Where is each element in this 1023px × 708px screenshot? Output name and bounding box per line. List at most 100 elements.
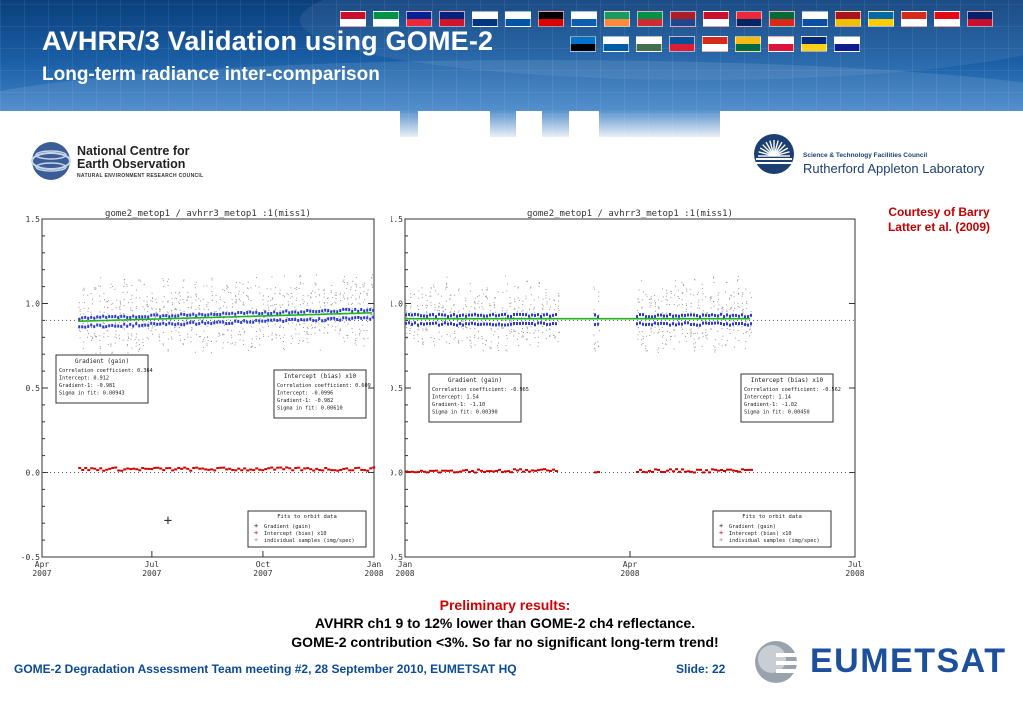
sample-point	[107, 344, 109, 346]
bias-point	[306, 467, 310, 470]
gain-point	[513, 321, 515, 325]
sample-point	[286, 316, 288, 318]
sample-point	[215, 301, 217, 303]
sample-point	[474, 308, 476, 310]
sample-point	[166, 311, 168, 313]
sample-point	[446, 283, 448, 285]
sample-point	[302, 340, 304, 342]
sample-point	[347, 298, 349, 300]
sample-point	[542, 331, 544, 333]
sample-point	[371, 274, 373, 276]
sample-point	[426, 304, 428, 306]
sample-point	[418, 297, 420, 299]
sample-point	[529, 344, 531, 346]
gain-point	[486, 322, 488, 326]
sample-point	[360, 293, 362, 295]
sample-point	[682, 284, 684, 286]
sample-point	[138, 279, 140, 281]
sample-point	[343, 337, 345, 339]
gain-point	[216, 313, 219, 317]
sample-point	[742, 311, 744, 313]
sample-point	[478, 324, 480, 326]
sample-point	[183, 321, 185, 323]
sample-point	[446, 321, 448, 323]
sample-point	[474, 344, 476, 346]
sample-point	[155, 308, 157, 310]
sample-point	[308, 309, 310, 311]
sample-point	[649, 298, 651, 300]
sample-point	[413, 315, 415, 317]
gain-point	[681, 322, 683, 326]
sample-point	[262, 299, 264, 301]
sample-point	[206, 304, 208, 306]
sample-point	[118, 315, 120, 317]
sample-point	[298, 342, 300, 344]
gain-point	[657, 322, 659, 326]
sample-point	[498, 349, 500, 351]
sample-point	[351, 328, 353, 330]
sample-point	[146, 337, 148, 339]
sample-point	[298, 333, 300, 335]
sample-point	[106, 301, 108, 303]
sample-point	[749, 315, 751, 317]
sample-point	[223, 305, 225, 307]
gain-point	[333, 316, 336, 320]
sample-point	[642, 335, 644, 337]
sample-point	[534, 337, 536, 339]
sample-point	[422, 344, 424, 346]
sample-point	[111, 352, 113, 354]
gain-point	[720, 312, 722, 316]
sample-point	[190, 307, 192, 309]
sample-point	[119, 307, 121, 309]
chart-title: gome2_metop1 / avhrr3_metop1 :1(miss1)	[105, 209, 311, 219]
sample-point	[442, 323, 444, 325]
bias-point	[102, 469, 106, 472]
gain-point	[465, 314, 467, 318]
sample-point	[138, 350, 140, 352]
sample-point	[641, 331, 643, 333]
sample-point	[78, 302, 80, 304]
sample-point	[662, 334, 664, 336]
sample-point	[673, 329, 675, 331]
sample-point	[513, 324, 515, 326]
sample-point	[79, 313, 81, 315]
sample-point	[477, 296, 479, 298]
sample-point	[219, 296, 221, 298]
sample-point	[131, 335, 133, 337]
gain-point	[348, 317, 351, 321]
bias-point	[282, 468, 286, 471]
sample-point	[252, 345, 254, 347]
sample-point	[371, 277, 373, 279]
gain-point	[357, 309, 360, 313]
gain-point	[510, 322, 512, 326]
sample-point	[482, 313, 484, 315]
sample-point	[315, 283, 317, 285]
sample-point	[730, 307, 732, 309]
sample-point	[666, 330, 668, 332]
sample-point	[99, 311, 101, 313]
sample-point	[665, 289, 667, 291]
sample-point	[405, 335, 407, 337]
sample-point	[91, 339, 93, 341]
x-tick-label-month: Apr	[35, 560, 50, 569]
sample-point	[287, 294, 289, 296]
gain-point	[183, 312, 186, 316]
bias-point	[138, 469, 142, 472]
gain-point	[138, 315, 141, 319]
sample-point	[199, 319, 201, 321]
sample-point	[244, 332, 246, 334]
gain-point	[411, 322, 413, 326]
sample-point	[299, 304, 301, 306]
sample-point	[702, 312, 704, 314]
sample-point	[598, 291, 600, 293]
bias-point	[417, 471, 420, 474]
gain-point	[207, 321, 210, 325]
gain-point	[741, 313, 743, 317]
gain-point	[522, 321, 524, 325]
bias-point	[285, 466, 289, 469]
sample-point	[279, 326, 281, 328]
stats-heading: Gradient (gain)	[448, 377, 502, 384]
sample-point	[204, 337, 206, 339]
sample-point	[86, 322, 88, 324]
sample-point	[645, 320, 647, 322]
